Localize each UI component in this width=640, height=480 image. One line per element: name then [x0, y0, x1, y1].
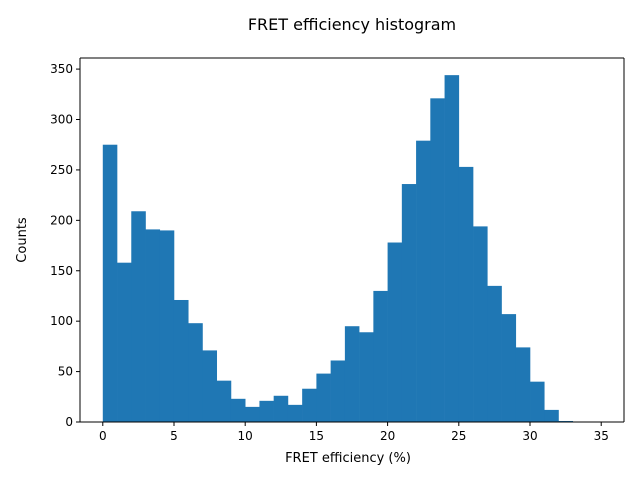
x-axis-ticks: 0 5 10 15 20 25 30 35 [99, 422, 609, 443]
histogram-bar [558, 420, 574, 422]
y-axis-ticks: 0 50 100 150 200 250 300 350 [50, 62, 80, 429]
y-tick-label: 0 [65, 415, 73, 429]
x-tick-label: 35 [594, 429, 609, 443]
histogram-bar [173, 299, 189, 422]
x-tick-label: 25 [451, 429, 466, 443]
histogram-bar [530, 381, 545, 422]
y-tick-label: 50 [58, 365, 73, 379]
histogram-bar [430, 98, 445, 422]
x-tick-label: 15 [309, 429, 324, 443]
histogram-bar [159, 230, 175, 422]
y-tick-label: 350 [50, 62, 73, 76]
histogram-bar [359, 332, 374, 422]
histogram-bar [216, 380, 232, 422]
histogram-bars [102, 75, 574, 422]
histogram-bar [330, 360, 346, 422]
histogram-bar [273, 395, 289, 422]
histogram-bar [515, 347, 531, 422]
histogram-bar [287, 404, 303, 422]
histogram-bar [316, 373, 331, 422]
x-tick-label: 30 [522, 429, 537, 443]
histogram-bar [145, 229, 161, 422]
histogram-bar [458, 166, 474, 422]
histogram-bar [344, 326, 360, 422]
histogram-bar [131, 211, 146, 422]
histogram-bar [473, 226, 488, 422]
histogram-bar [302, 388, 317, 422]
y-tick-label: 250 [50, 163, 73, 177]
y-tick-label: 300 [50, 113, 73, 127]
x-axis-label: FRET efficiency (%) [285, 451, 411, 466]
x-tick-label: 0 [99, 429, 107, 443]
histogram-bar [188, 323, 203, 422]
x-tick-label: 10 [238, 429, 253, 443]
histogram-bar [444, 75, 460, 422]
histogram-bar [102, 144, 118, 422]
histogram-bar [401, 184, 417, 422]
y-tick-label: 200 [50, 213, 73, 227]
x-tick-label: 20 [380, 429, 395, 443]
histogram-bar [501, 314, 517, 422]
y-tick-label: 100 [50, 314, 73, 328]
x-tick-label: 5 [170, 429, 178, 443]
histogram-bar [487, 285, 502, 422]
axes-frame [79, 57, 625, 423]
y-tick-label: 150 [50, 264, 73, 278]
histogram-bar [416, 140, 431, 422]
histogram-bar [245, 406, 260, 422]
histogram-bar [544, 409, 559, 422]
chart-title: FRET efficiency histogram [248, 15, 456, 34]
histogram-bar [373, 290, 388, 422]
histogram-bar [259, 400, 274, 422]
histogram-bar [387, 242, 403, 422]
histogram-bar [117, 262, 132, 422]
histogram-bar [202, 350, 218, 422]
histogram-bar [230, 398, 246, 422]
y-axis-label: Counts [15, 217, 30, 263]
